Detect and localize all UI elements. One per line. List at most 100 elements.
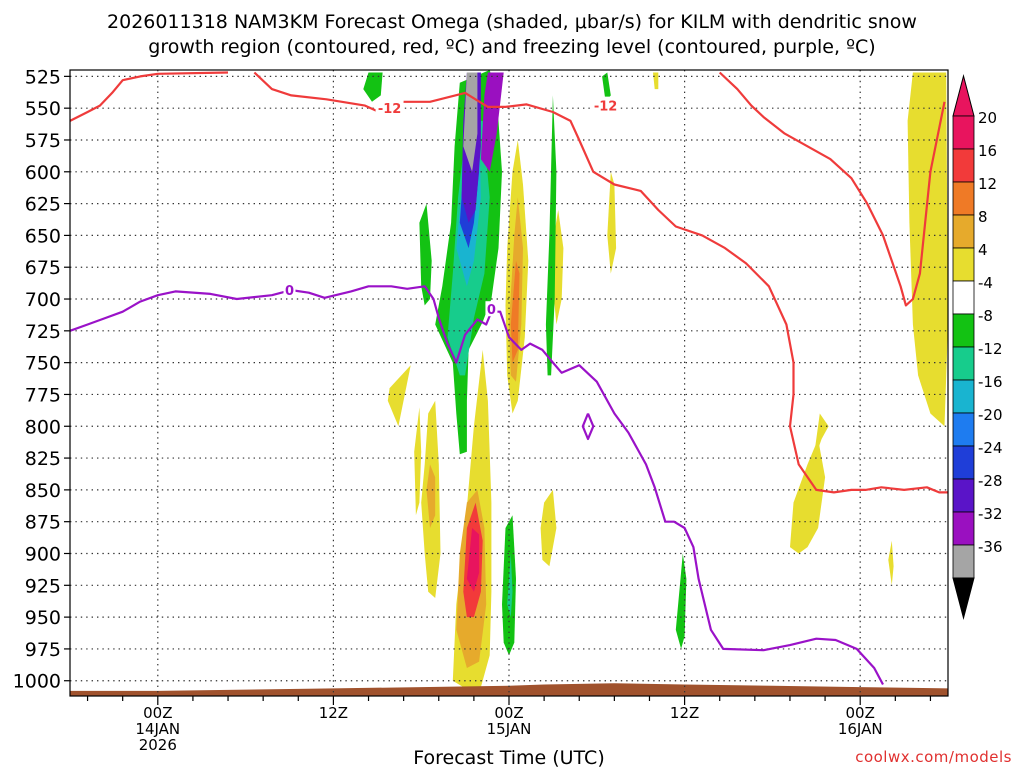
freezing-label-bg-0 [283,282,296,298]
y-tick-label-525: 525 [25,66,61,88]
y-tick-label-1000: 1000 [13,671,61,693]
colorbar-label-9: -20 [978,406,1003,424]
omega-shade-region-19 [507,553,513,618]
y-tick-label-925: 925 [25,575,61,597]
y-tick-label-600: 600 [25,162,61,184]
y-tick-label-550: 550 [25,98,61,120]
colorbar-label-0: 20 [978,109,997,127]
omega-shade-region-7 [480,72,504,172]
colorbar-label-10: -24 [978,439,1003,457]
colorbar-label-1: 16 [978,142,997,160]
y-tick-label-650: 650 [25,225,61,247]
contour-layer [70,71,948,686]
x-tick-label-30-0: 12Z [670,704,699,722]
freezing-level-contour-0 [70,285,884,686]
x-tick-label-20-0: 00Z [494,704,523,722]
x-tick-label-40-0: 00Z [846,704,875,722]
omega-shade-region-28 [907,72,948,427]
omega-shade-region-0 [387,365,411,427]
colorbar-label-12: -32 [978,505,1003,523]
x-tick-label-0-2: 2026 [139,736,177,754]
colorbar-label-11: -28 [978,472,1003,490]
omega-shade-region-27 [812,413,829,465]
omega-shade-region-16 [426,464,436,528]
contour-label-layer: -12 -12 0 0 [283,96,620,318]
colorbar-arrow-top [952,74,975,117]
dgz-contour-label-1: -12 [594,100,618,115]
colorbar-label-5: -4 [978,274,993,292]
chart-title-line2: growth region (contoured, red, ºC) and f… [148,36,875,58]
y-tick-label-625: 625 [25,194,61,216]
y-tick-label-775: 775 [25,384,61,406]
credit-text: coolwx.com/models [855,748,1012,766]
omega-shade-region-26 [790,439,826,554]
colorbar-band-1 [952,148,975,183]
colorbar-arrow-bottom [952,577,975,620]
colorbar-band-3 [952,214,975,249]
colorbar-band-6 [952,313,975,348]
omega-shade-region-14 [466,528,480,592]
dgz-label-bg-1 [591,96,620,113]
y-tick-label-950: 950 [25,607,61,629]
omega-shade-region-31 [602,72,611,102]
y-tick-label-800: 800 [25,416,61,438]
colorbar-band-4 [952,247,975,282]
colorbar-band-11 [952,478,975,513]
y-axis: 525 550 575 600 625 650 675 700 725 750 775 800 825 8… [13,66,70,693]
colorbar-band-10 [952,445,975,480]
freezing-level-contour-1 [581,413,595,441]
x-tick-label-0-0: 00Z [143,704,172,722]
omega-shade-region-25 [419,203,432,306]
colorbar-band-13 [952,544,975,579]
freezing-contour-label-1: 0 [487,303,496,318]
y-tick-label-700: 700 [25,289,61,311]
colorbar-label-4: 4 [978,241,988,259]
colorbar-label-8: -16 [978,373,1003,391]
terrain-fill [70,683,948,696]
omega-shade-region-20 [540,489,557,567]
y-tick-label-875: 875 [25,512,61,534]
dgz-contour-2 [718,71,946,307]
colorbar-band-2 [952,181,975,216]
y-tick-label-575: 575 [25,130,61,152]
terrain-layer [70,683,948,696]
x-tick-label-0-1: 14JAN [135,720,180,738]
colorbar-band-7 [952,346,975,381]
colorbar-band-0 [952,115,975,150]
dgz-label-bg-0 [375,99,404,116]
freezing-label-bg-1 [485,301,498,317]
colorbar-label-3: 8 [978,208,988,226]
y-tick-label-825: 825 [25,448,61,470]
grid-layer [70,70,948,696]
colorbar-band-9 [952,412,975,447]
y-tick-label-750: 750 [25,353,61,375]
colorbar: 20 16 12 8 4 -4 -8 -12 -16 -20 -24 -28 -32 -36 [952,74,1003,620]
omega-shade-region-30 [363,72,383,102]
omega-shade-region-21 [552,210,564,325]
dgz-contour-label-0: -12 [378,102,402,117]
y-tick-label-850: 850 [25,480,61,502]
freezing-contour-label-0: 0 [285,284,294,299]
colorbar-label-6: -8 [978,307,993,325]
y-tick-label-725: 725 [25,321,61,343]
x-tick-label-40-1: 16JAN [838,720,883,738]
omega-shade-region-29 [888,540,894,586]
chart-title-line1: 2026011318 NAM3KM Forecast Omega (shaded… [107,11,917,33]
colorbar-band-12 [952,511,975,546]
colorbar-band-8 [952,379,975,414]
omega-shade-region-10 [510,260,520,363]
x-axis-label: Forecast Time (UTC) [413,747,604,768]
omega-shade-region-24 [675,553,687,649]
y-tick-label-900: 900 [25,543,61,565]
x-tick-label-10-0: 12Z [319,704,348,722]
omega-shade-region-22 [607,171,617,274]
colorbar-label-7: -12 [978,340,1003,358]
x-tick-label-20-1: 15JAN [487,720,532,738]
colorbar-label-13: -36 [978,538,1003,556]
colorbar-band-5 [952,280,975,315]
colorbar-label-2: 12 [978,175,997,193]
y-tick-label-975: 975 [25,639,61,661]
